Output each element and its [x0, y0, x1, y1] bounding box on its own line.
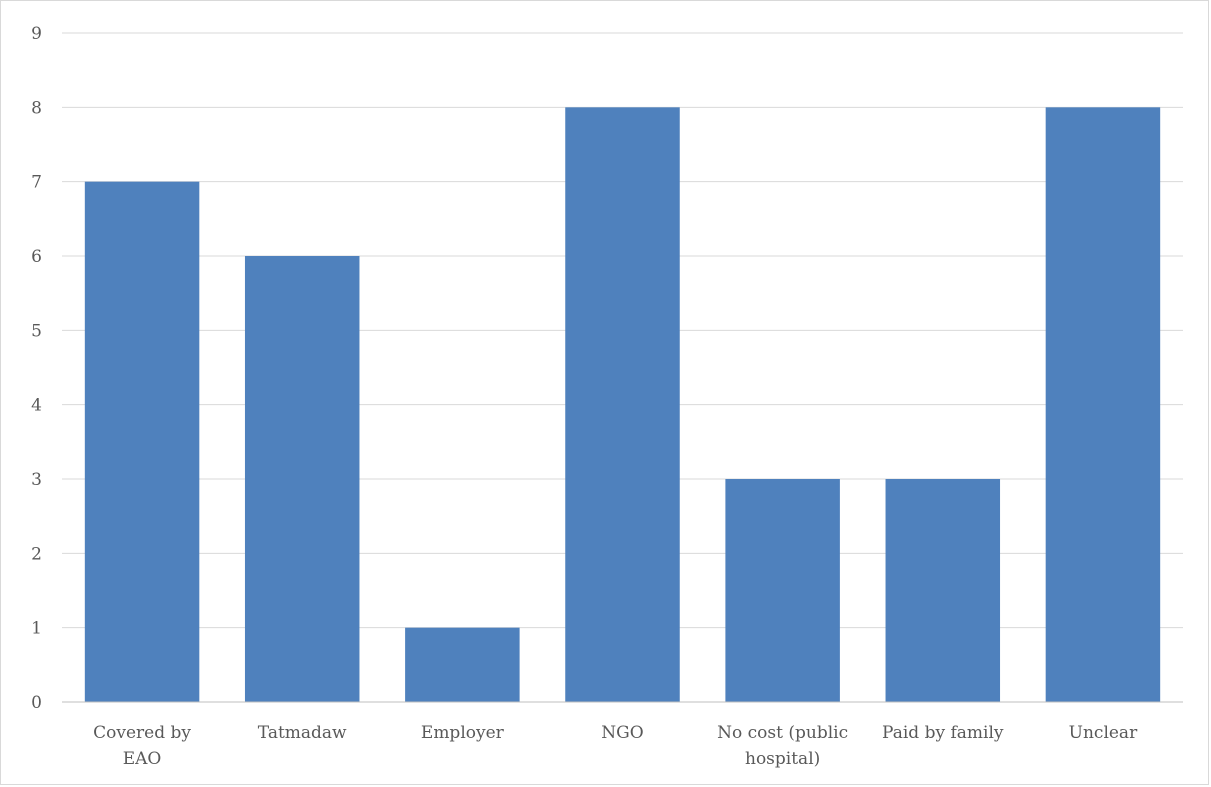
- bar: [1045, 107, 1161, 703]
- x-category-label-line: Employer: [421, 723, 505, 743]
- bar: [885, 479, 1001, 702]
- x-category-label: Covered by EAO: [93, 723, 191, 769]
- y-tick-label: 8: [31, 98, 42, 118]
- x-category-label-line: Unclear: [1069, 723, 1138, 743]
- y-tick-label: 0: [31, 693, 42, 713]
- bar: [565, 107, 680, 703]
- bar: [84, 181, 200, 702]
- x-category-label: Paid by family: [882, 723, 1004, 743]
- y-axis-tick-labels: 0 1 2 3 4 5 6 7 8 9: [31, 24, 42, 713]
- y-tick-label: 1: [31, 619, 42, 639]
- x-category-label-line: Covered by: [93, 723, 191, 743]
- bar: [244, 256, 360, 702]
- x-axis-category-labels: Covered by EAO Tatmadaw Employer NGO No cost …: [93, 723, 1138, 769]
- y-tick-label: 7: [31, 173, 42, 193]
- x-category-label-line: Tatmadaw: [258, 723, 347, 743]
- bars: [84, 107, 1161, 703]
- x-category-label: Tatmadaw: [258, 723, 347, 743]
- x-category-label-line: Paid by family: [882, 723, 1004, 743]
- x-category-label-line: hospital): [745, 749, 820, 769]
- x-category-label: No cost (public hospital): [717, 723, 848, 769]
- y-tick-label: 4: [31, 396, 42, 416]
- y-tick-label: 3: [31, 470, 42, 490]
- bar: [405, 627, 520, 702]
- y-tick-label: 6: [31, 247, 42, 267]
- y-tick-label: 5: [31, 321, 42, 341]
- y-tick-label: 2: [31, 544, 42, 564]
- bar: [725, 479, 840, 702]
- x-category-label: NGO: [601, 723, 643, 743]
- x-category-label-line: NGO: [601, 723, 643, 743]
- x-category-label-line: No cost (public: [717, 723, 848, 743]
- x-category-label: Unclear: [1069, 723, 1138, 743]
- x-category-label-line: EAO: [123, 749, 162, 769]
- x-category-label: Employer: [421, 723, 505, 743]
- y-tick-label: 9: [31, 24, 42, 44]
